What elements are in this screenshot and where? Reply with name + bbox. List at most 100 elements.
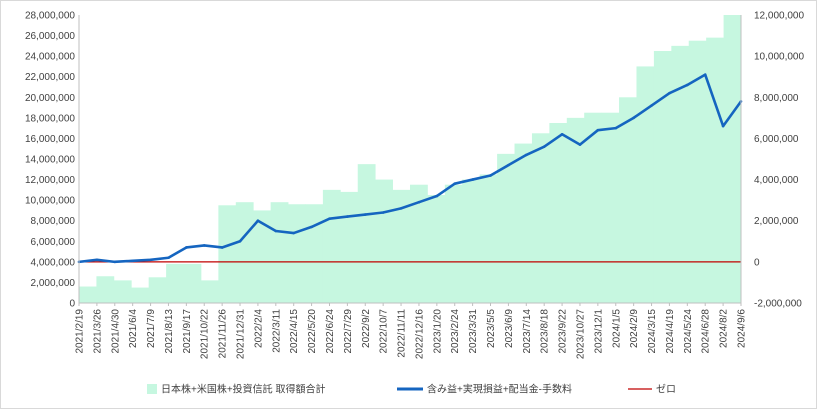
x-tick-label: 2022/3/11 [271,309,282,353]
x-tick-label: 2022/4/15 [289,309,300,354]
line-point-7 [202,244,206,247]
x-tick-label: 2023/1/20 [432,309,443,354]
line-point-24 [507,163,510,167]
left-tick-label: 22,000,000 [25,72,75,83]
x-tick-label: 2022/11/11 [397,309,408,358]
line-point-12 [292,231,296,235]
left-tick-label: 10,000,000 [25,196,75,207]
line-series [77,73,743,264]
bar-0 [79,286,97,303]
bar-10 [253,210,272,303]
x-tick-label: 2024/5/24 [683,309,694,354]
bar-series [79,15,742,304]
left-y-axis-ticks: 0 2,000,000 4,000,000 6,000,000 8,000,000 10,… [25,11,76,310]
bar-8 [218,205,237,303]
x-tick-label: 2023/6/9 [504,309,515,348]
x-tick-label: 2024/9/6 [737,309,748,348]
x-tick-label: 2022/9/2 [361,309,372,348]
right-tick-label: -2,000,000 [754,299,802,310]
axes [78,15,742,304]
bar-36 [706,37,724,303]
x-tick-label: 2021/2/19 [75,309,86,354]
right-tick-label: 12,000,000 [754,11,804,22]
bar-6 [183,263,202,303]
line-point-3 [131,259,134,263]
line-point-11 [274,229,278,233]
x-tick-label: 2021/11/26 [218,309,229,359]
bar-1 [96,276,115,303]
left-tick-label: 24,000,000 [25,52,75,63]
left-tick-label: 8,000,000 [31,216,76,227]
line-point-21 [453,182,457,185]
x-tick-label: 2021/12/31 [236,309,247,359]
bar-34 [671,45,690,304]
line-point-35 [703,73,707,76]
left-tick-label: 2,000,000 [31,278,76,289]
line-point-9 [238,239,242,243]
x-tick-label: 2022/2/4 [253,309,264,348]
bar-7 [200,280,219,303]
bar-9 [235,202,254,303]
bar-27 [549,123,568,303]
bar-4 [148,277,167,303]
x-tick-label: 2021/10/22 [200,309,211,359]
line-point-32 [650,104,653,107]
line-point-16 [363,213,367,216]
bar-14 [322,189,341,303]
line-point-31 [632,116,635,120]
x-tick-label: 2023/12/1 [593,309,604,354]
line-point-23 [489,174,492,177]
right-tick-label: 10,000,000 [754,52,804,63]
line-point-36 [721,124,725,128]
line-point-6 [185,246,188,249]
left-tick-label: 28,000,000 [25,11,75,22]
x-tick-label: 2022/5/20 [307,309,318,354]
bar-33 [653,51,672,303]
x-axis-ticks: 2021/2/19 2021/3/26 2021/4/30 2021/6/4 2021/… [75,303,748,359]
line-point-10 [256,219,260,223]
x-tick-label: 2021/7/9 [146,309,157,348]
left-tick-label: 26,000,000 [25,31,75,42]
x-tick-label: 2023/2/24 [450,309,461,354]
left-tick-label: 6,000,000 [31,237,76,248]
bar-20 [427,195,446,303]
x-tick-label: 2023/7/14 [522,309,533,354]
bar-25 [514,143,533,303]
bar-12 [288,204,306,303]
x-tick-label: 2023/8/18 [540,309,551,354]
bar-22 [462,179,481,303]
line-point-14 [328,217,331,220]
left-tick-label: 16,000,000 [25,134,75,145]
bar-16 [357,164,376,303]
x-tick-label: 2022/12/16 [414,309,425,359]
bar-30 [601,112,620,304]
x-tick-label: 2021/9/17 [182,309,193,354]
line-point-29 [596,128,600,132]
x-tick-label: 2023/10/27 [575,309,586,359]
right-y-axis-ticks: -2,000,000 0 2,000,000 4,000,000 6,000,000 8,… [754,11,804,310]
right-tick-label: 2,000,000 [754,216,799,227]
line-point-22 [471,178,474,181]
line-point-30 [614,126,618,130]
bar-32 [636,66,655,304]
right-tick-label: 0 [754,257,760,268]
bar-11 [270,202,289,303]
x-tick-label: 2021/3/26 [92,309,103,354]
bar-24 [497,153,515,303]
bar-21 [444,184,463,303]
line-point-19 [417,200,421,204]
bar-19 [410,184,428,303]
bar-23 [479,174,498,303]
legend-swatch-bars [147,384,157,394]
bar-28 [566,117,585,303]
x-tick-label: 2024/6/28 [701,309,712,354]
line-point-25 [525,153,528,157]
profit-line [78,73,743,264]
right-tick-label: 6,000,000 [754,134,799,145]
bar-18 [392,189,411,303]
left-tick-label: 12,000,000 [25,175,75,186]
bar-3 [131,287,150,303]
x-tick-label: 2023/3/31 [468,309,479,354]
line-point-18 [399,207,403,210]
